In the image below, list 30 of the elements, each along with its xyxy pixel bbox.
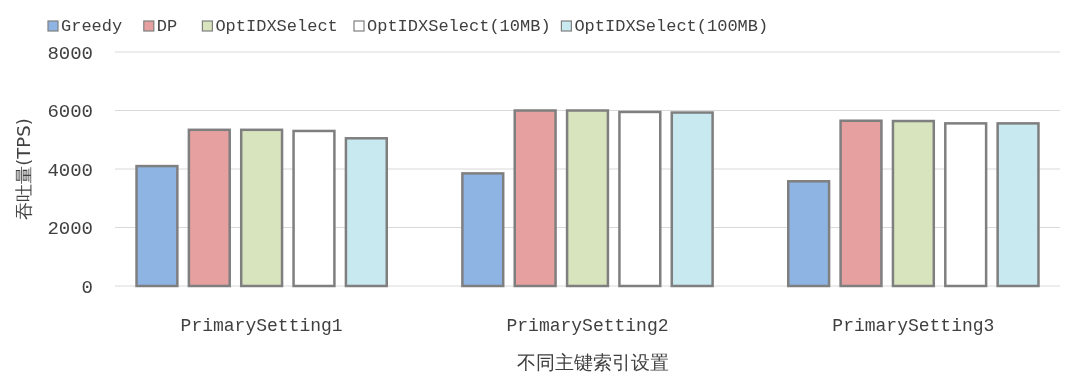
y-axis-title: 吞吐量(TPS) <box>13 118 34 220</box>
bar <box>891 119 936 288</box>
bar <box>618 110 662 288</box>
bar <box>513 109 557 288</box>
legend-label: OptIDXSelect(100MB) <box>574 17 769 36</box>
bar <box>187 128 231 288</box>
bar <box>565 109 610 288</box>
bar <box>292 129 336 288</box>
y-tick-label: 6000 <box>47 101 93 124</box>
bar <box>996 122 1040 288</box>
y-tick-label: 0 <box>81 276 93 299</box>
legend-label: DP <box>156 17 178 36</box>
legend-label: OptIDXSelect <box>215 17 338 36</box>
legend-label: OptIDXSelect(10MB) <box>367 17 551 36</box>
x-axis-title: 不同主键索引设置 <box>516 351 669 373</box>
bar <box>944 122 988 288</box>
x-tick-label: PrimarySetting1 <box>180 316 343 336</box>
bar <box>461 172 505 288</box>
bar <box>135 164 179 288</box>
legend-label: Greedy <box>61 17 123 36</box>
x-tick-label: PrimarySetting3 <box>832 316 995 336</box>
y-tick-label: 4000 <box>47 159 93 182</box>
bar <box>787 180 831 288</box>
y-tick-label: 2000 <box>47 218 93 241</box>
bar <box>670 111 714 288</box>
bar <box>839 119 883 288</box>
bar <box>344 137 388 288</box>
x-tick-label: PrimarySetting2 <box>506 316 669 336</box>
bar <box>239 128 284 288</box>
y-tick-label: 8000 <box>47 42 93 65</box>
